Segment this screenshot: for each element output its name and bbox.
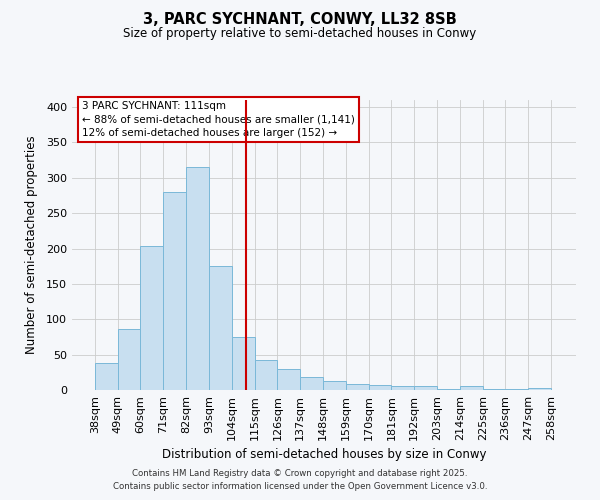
Bar [437,388,460,390]
Bar [368,385,391,390]
Text: Size of property relative to semi-detached houses in Conwy: Size of property relative to semi-detach… [124,28,476,40]
Bar [277,370,300,390]
Bar [323,381,346,390]
X-axis label: Distribution of semi-detached houses by size in Conwy: Distribution of semi-detached houses by … [162,448,486,462]
Bar [140,246,163,390]
Bar [505,388,528,390]
Bar [346,384,368,390]
Y-axis label: Number of semi-detached properties: Number of semi-detached properties [25,136,38,354]
Bar [232,337,254,390]
Bar [391,386,414,390]
Text: Contains public sector information licensed under the Open Government Licence v3: Contains public sector information licen… [113,482,487,491]
Bar [186,167,209,390]
Bar [163,192,186,390]
Bar [528,388,551,390]
Text: Contains HM Land Registry data © Crown copyright and database right 2025.: Contains HM Land Registry data © Crown c… [132,468,468,477]
Bar [95,363,118,390]
Text: 3, PARC SYCHNANT, CONWY, LL32 8SB: 3, PARC SYCHNANT, CONWY, LL32 8SB [143,12,457,28]
Bar [118,329,140,390]
Bar [300,376,323,390]
Bar [460,386,482,390]
Bar [254,360,277,390]
Bar [414,386,437,390]
Text: 3 PARC SYCHNANT: 111sqm
← 88% of semi-detached houses are smaller (1,141)
12% of: 3 PARC SYCHNANT: 111sqm ← 88% of semi-de… [82,102,355,138]
Bar [209,266,232,390]
